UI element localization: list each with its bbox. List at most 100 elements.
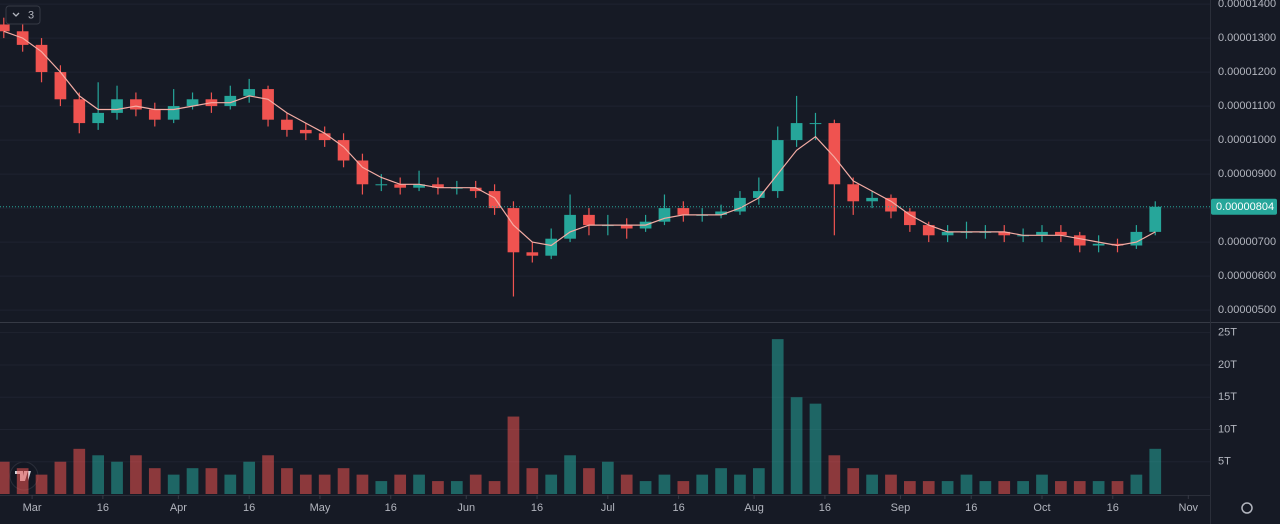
x-tick-label: 16 <box>672 502 684 514</box>
volume-tick-label: 20T <box>1218 359 1237 371</box>
candle-body <box>337 140 350 161</box>
x-tick-label: Sep <box>891 502 911 514</box>
volume-bar <box>186 468 199 494</box>
volume-bar <box>205 468 218 494</box>
candle-body <box>394 184 407 188</box>
x-tick-label: Jun <box>457 502 475 514</box>
candle-body <box>809 123 822 125</box>
volume-bar <box>904 481 916 494</box>
candle-body <box>1149 206 1162 232</box>
x-tick-label: Apr <box>170 502 187 514</box>
volume-bar <box>54 461 67 494</box>
volume-bar <box>564 455 576 494</box>
settings-button[interactable] <box>1241 502 1253 514</box>
volume-bar <box>0 461 10 494</box>
volume-bar <box>130 455 142 494</box>
volume-bar <box>847 468 860 494</box>
volume-tick-label: 10T <box>1218 423 1237 435</box>
volume-bar <box>73 448 86 494</box>
volume-bar <box>771 339 784 494</box>
volume-bar <box>507 416 520 494</box>
candle-body <box>375 184 388 186</box>
volume-bar <box>1036 474 1048 494</box>
x-tick-label: Jul <box>601 502 615 514</box>
indicator-toggle-box[interactable] <box>5 5 41 25</box>
candle-body <box>469 187 482 192</box>
candle-body <box>148 109 161 120</box>
volume-bar <box>1055 481 1067 494</box>
candle-body <box>186 99 199 107</box>
volume-bar <box>356 474 369 494</box>
x-tick-label: Oct <box>1033 502 1050 514</box>
candle-body <box>167 106 180 120</box>
volume-bar <box>696 474 709 494</box>
volume-bar <box>545 474 558 494</box>
volume-bar <box>394 474 407 494</box>
volume-bar <box>16 468 29 494</box>
x-tick-label: Aug <box>744 502 764 514</box>
candle-body <box>941 231 954 236</box>
volume-bar <box>469 474 482 494</box>
candle-body <box>922 225 935 236</box>
candle-body <box>734 197 746 212</box>
candle-body <box>111 99 123 113</box>
x-tick-label: 16 <box>531 502 543 514</box>
candle-body <box>1111 243 1124 246</box>
y-tick-label: 0.00001300 <box>1218 32 1276 44</box>
candle-body <box>564 214 576 239</box>
y-tick-label: 0.00001100 <box>1218 100 1275 112</box>
volume-bar <box>488 481 501 494</box>
candle-body <box>998 231 1011 236</box>
volume-bar <box>413 474 425 494</box>
x-tick-label: 16 <box>97 502 109 514</box>
candle-body <box>885 197 897 212</box>
candle-body <box>54 72 67 100</box>
volume-tick-label: 15T <box>1218 391 1237 403</box>
candle-body <box>847 184 860 202</box>
volume-bar <box>601 461 614 494</box>
candle-body <box>904 211 916 226</box>
candle-body <box>771 140 784 192</box>
volume-bar <box>960 474 973 494</box>
volume-bar <box>715 468 727 494</box>
indicator-toggle[interactable]: 3 <box>5 5 41 25</box>
candle-body <box>790 123 803 141</box>
volume-bar <box>92 455 105 494</box>
volume-bar <box>281 468 293 494</box>
volume-bar <box>922 481 935 494</box>
volume-bar <box>262 455 274 494</box>
candle-body <box>583 214 595 226</box>
volume-bar <box>828 455 841 494</box>
y-tick-label: 0.00000700 <box>1218 236 1276 248</box>
candle-body <box>413 184 425 188</box>
x-tick-label: 16 <box>385 502 397 514</box>
candle-body <box>677 208 690 215</box>
candle-body <box>130 99 142 110</box>
volume-bar <box>299 474 312 494</box>
x-tick-label: Mar <box>23 502 42 514</box>
candle-body <box>281 119 293 130</box>
last-price-label: 0.00000804 <box>1216 201 1274 213</box>
candle-body <box>507 208 520 253</box>
x-tick-label: 16 <box>965 502 977 514</box>
volume-bar <box>337 468 350 494</box>
x-tick-label: 16 <box>819 502 831 514</box>
volume-bar <box>224 474 237 494</box>
volume-bar <box>450 481 463 494</box>
candle-body <box>243 89 256 96</box>
chevron-icon <box>12 12 20 17</box>
candle-body <box>92 112 105 124</box>
volume-bar <box>658 474 671 494</box>
y-tick-label: 0.00001000 <box>1218 134 1276 146</box>
volume-bar <box>111 461 123 494</box>
volume-tick-label: 25T <box>1218 327 1237 339</box>
candle-body <box>73 99 86 124</box>
settings-icon[interactable] <box>1241 502 1253 514</box>
candle-body <box>752 191 765 198</box>
volume-bar <box>243 461 256 494</box>
volume-bar <box>885 474 897 494</box>
volume-bar <box>752 468 765 494</box>
candle-body <box>299 129 312 134</box>
x-tick-label: 16 <box>1107 502 1119 514</box>
